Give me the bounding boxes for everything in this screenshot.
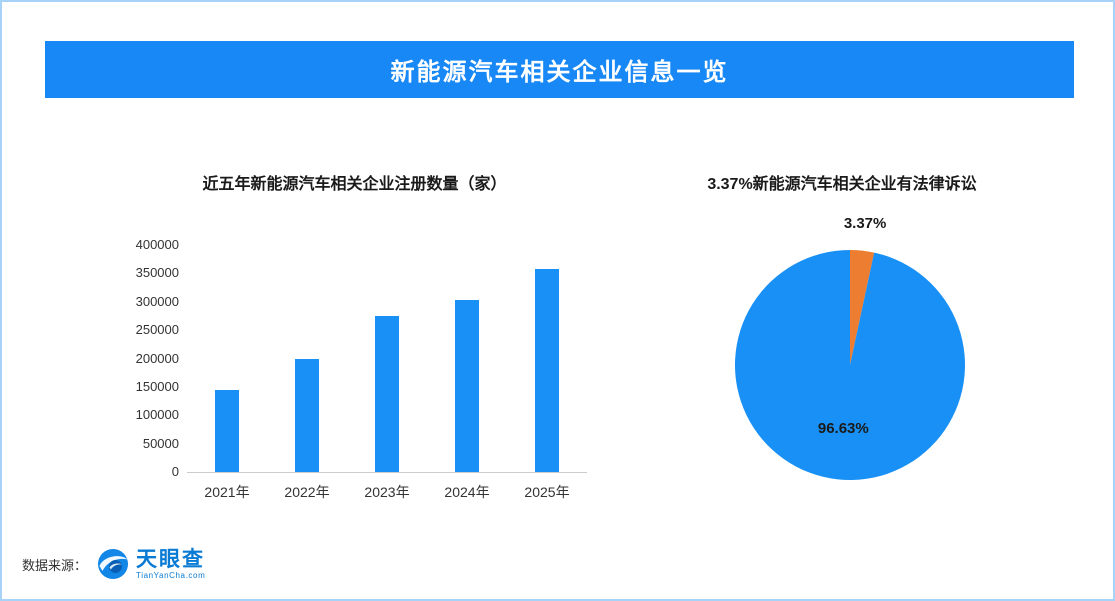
data-source-label: 数据来源：: [22, 557, 88, 573]
y-axis-tick-label: 50000: [142, 435, 179, 451]
bar: [215, 389, 239, 472]
page-title: 新能源汽车相关企业信息一览: [390, 59, 729, 86]
tianyancha-logo: 天眼查 TianYanCha.com: [95, 546, 205, 582]
pie-slice: [850, 250, 875, 365]
bar: [535, 268, 559, 472]
y-axis-tick-label: 200000: [135, 350, 179, 366]
y-axis-tick-label: 100000: [135, 407, 179, 423]
y-axis-tick-label: 0: [171, 464, 179, 479]
pie-chart-plot: 3.37% 96.63%: [642, 162, 1042, 562]
bar: [295, 358, 319, 472]
pie-slice-label: 96.63%: [818, 420, 869, 437]
logo-name: 天眼查: [136, 547, 206, 571]
tianyancha-logo-icon: [98, 549, 129, 579]
y-axis-tick-label: 150000: [135, 378, 179, 394]
page-banner: 新能源汽车相关企业信息一览: [45, 41, 1074, 98]
y-axis-tick-label: 300000: [135, 293, 179, 309]
y-axis-tick-label: 250000: [135, 322, 179, 338]
bar-chart-plot: 0 50000 100000 150000 200000 250000 300000 3500…: [117, 162, 592, 552]
x-axis-category-label: 2024年: [444, 484, 490, 500]
x-axis-category-label: 2023年: [364, 484, 410, 500]
pie-slice: [734, 250, 965, 481]
pie-chart-section: 3.37%新能源汽车相关企业有法律诉讼 3.37% 96.63%: [642, 162, 1042, 562]
pie-slice-label: 3.37%: [844, 215, 887, 232]
tianyancha-logo-text: 天眼查 TianYanCha.com: [136, 549, 205, 580]
bar: [455, 300, 479, 472]
footer: 数据来源： 天眼查 TianYanCha.com: [22, 542, 205, 586]
x-axis-line: [187, 472, 587, 473]
bar: [375, 315, 399, 472]
pie-svg: 3.37% 96.63%: [734, 215, 965, 481]
bar-chart-section: 近五年新能源汽车相关企业注册数量（家） 0 50000 100000 150000 20…: [117, 162, 592, 552]
y-axis-tick-label: 350000: [135, 265, 179, 281]
x-axis-category-label: 2025年: [524, 484, 570, 500]
x-axis-category-label: 2021年: [204, 484, 250, 500]
y-axis-tick-label: 400000: [135, 237, 179, 252]
x-axis-category-label: 2022年: [284, 484, 330, 500]
pie-chart-title: 3.37%新能源汽车相关企业有法律诉讼: [707, 176, 977, 193]
bar-chart-title: 近五年新能源汽车相关企业注册数量（家）: [202, 176, 507, 193]
logo-subtext: TianYanCha.com: [136, 570, 206, 580]
